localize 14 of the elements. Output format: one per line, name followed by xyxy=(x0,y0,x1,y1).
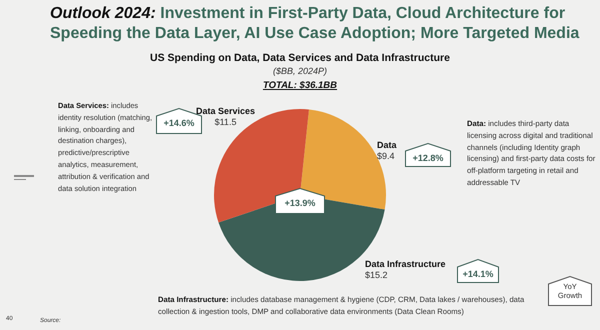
text: Outlook 2024: Investment in First-Party Data, Cloud Architecture for Speeding the Data Layer, AI Use Case Adoption; More Targeted Media xyxy=(50,4,580,44)
chart-subtitle: ($BB, 2024P) xyxy=(272,66,328,76)
text: +14.1% xyxy=(462,268,494,279)
chart-title: US Spending on Data, Data Services and Data Infrastructure xyxy=(149,52,451,64)
text: +13.9% xyxy=(284,197,316,208)
slice-label: Data xyxy=(377,140,397,151)
data-label: $11.5 xyxy=(214,117,238,128)
slice-label: Data Infrastructure xyxy=(365,259,446,270)
data-label: $15.2 xyxy=(365,270,389,281)
text: TOTAL: $36.1BB xyxy=(262,80,338,91)
text: +14.6% xyxy=(164,118,194,128)
data-label: $9.4 xyxy=(377,151,396,162)
text: +12.8% xyxy=(412,152,444,163)
slice-label: Data Services xyxy=(196,106,256,117)
